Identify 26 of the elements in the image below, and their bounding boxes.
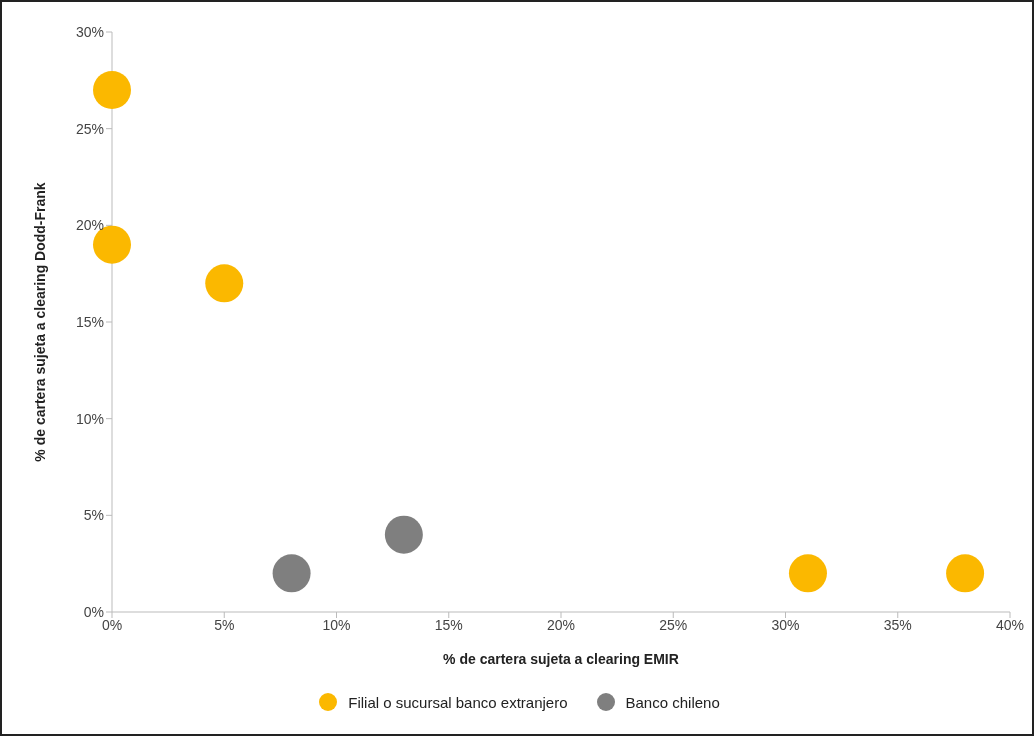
point bbox=[946, 554, 985, 593]
x-axis-title: % de cartera sujeta a clearing EMIR bbox=[443, 651, 679, 667]
legend-label: Filial o sucursal banco extranjero bbox=[347, 692, 568, 712]
x-tick-label: 25% bbox=[659, 616, 688, 633]
y-tick-label: 20% bbox=[75, 217, 104, 234]
point bbox=[272, 554, 311, 593]
point bbox=[788, 554, 827, 593]
x-tick-label: 40% bbox=[995, 616, 1025, 633]
legend-label: Banco chileno bbox=[624, 692, 720, 712]
x-tick-label: 10% bbox=[322, 616, 351, 633]
point bbox=[205, 264, 244, 303]
y-tick-label: 10% bbox=[75, 410, 104, 427]
point bbox=[93, 71, 131, 109]
x-tick-label: 5% bbox=[214, 616, 235, 633]
x-tick-label: 35% bbox=[883, 616, 912, 633]
y-tick-label: 25% bbox=[75, 120, 104, 137]
x-tick-label: 20% bbox=[546, 616, 576, 633]
point bbox=[384, 515, 423, 554]
y-tick-label: 5% bbox=[83, 507, 104, 524]
y-tick-label: 0% bbox=[83, 603, 104, 620]
x-tick-label: 0% bbox=[101, 616, 123, 633]
y-tick-label: 30% bbox=[75, 23, 104, 40]
y-axis-title: % de cartera sujeta a clearing Dodd-Frank bbox=[31, 182, 48, 462]
y-tick-label: 15% bbox=[75, 313, 104, 330]
x-tick-label: 30% bbox=[771, 616, 800, 633]
x-tick-label: 15% bbox=[434, 616, 463, 633]
